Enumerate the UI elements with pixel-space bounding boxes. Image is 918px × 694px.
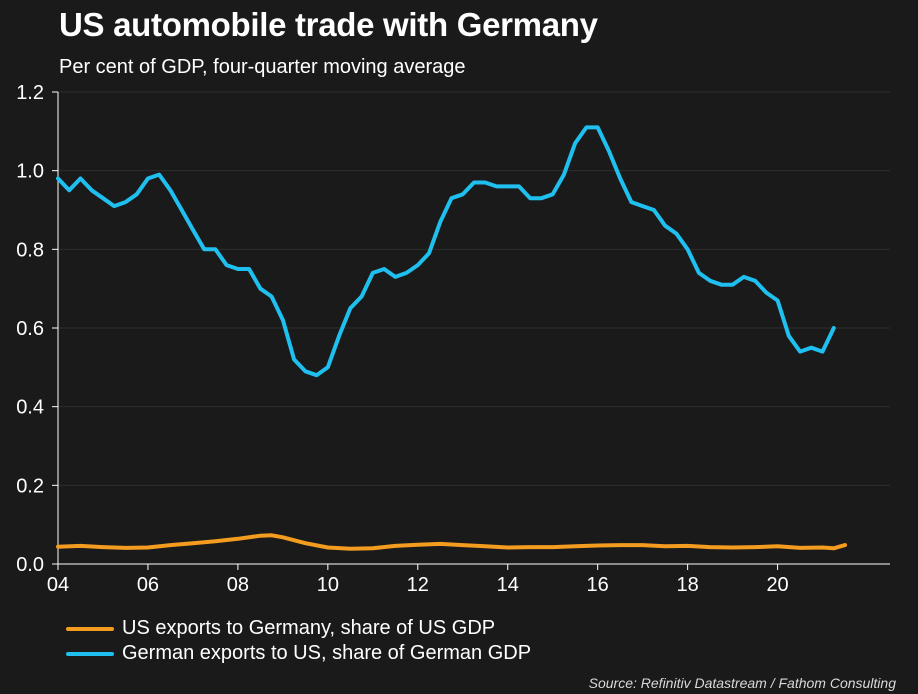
x-tick-label-8: 20 — [766, 574, 788, 596]
source-note: Source: Refinitiv Datastream / Fathom Co… — [588, 675, 896, 691]
y-tick-label-1: 0.2 — [16, 475, 44, 497]
chart-title: US automobile trade with Germany — [59, 6, 598, 43]
legend-swatch-german-exports — [66, 651, 114, 656]
x-tick-label-1: 06 — [137, 574, 159, 596]
y-tick-label-5: 1.0 — [16, 161, 44, 183]
y-tick-label-0: 0.0 — [16, 554, 44, 576]
y-tick-label-4: 0.8 — [16, 239, 44, 261]
x-tick-label-4: 12 — [407, 574, 429, 596]
legend-item-us-exports: US exports to Germany, share of US GDP — [66, 616, 531, 641]
x-tick-label-2: 08 — [227, 574, 249, 596]
y-tick-label-6: 1.2 — [16, 82, 44, 104]
x-tick-label-5: 14 — [497, 574, 519, 596]
chart-subtitle: Per cent of GDP, four-quarter moving ave… — [59, 56, 466, 78]
y-tick-label-3: 0.6 — [16, 318, 44, 340]
y-tick-label-2: 0.4 — [16, 397, 44, 419]
legend-label-us-exports: US exports to Germany, share of US GDP — [122, 617, 496, 639]
x-tick-label-3: 10 — [317, 574, 339, 596]
x-tick-label-6: 16 — [587, 574, 609, 596]
legend-swatch-us-exports — [66, 626, 114, 631]
legend-item-german-exports: German exports to US, share of German GD… — [66, 641, 531, 666]
series-line-german-exports — [56, 125, 836, 378]
x-tick-label-0: 04 — [47, 574, 69, 596]
series-line-us-exports — [56, 533, 847, 551]
legend-label-german-exports: German exports to US, share of German GD… — [122, 642, 532, 664]
x-tick-label-7: 18 — [676, 574, 698, 596]
legend: US exports to Germany, share of US GDP G… — [66, 616, 531, 666]
